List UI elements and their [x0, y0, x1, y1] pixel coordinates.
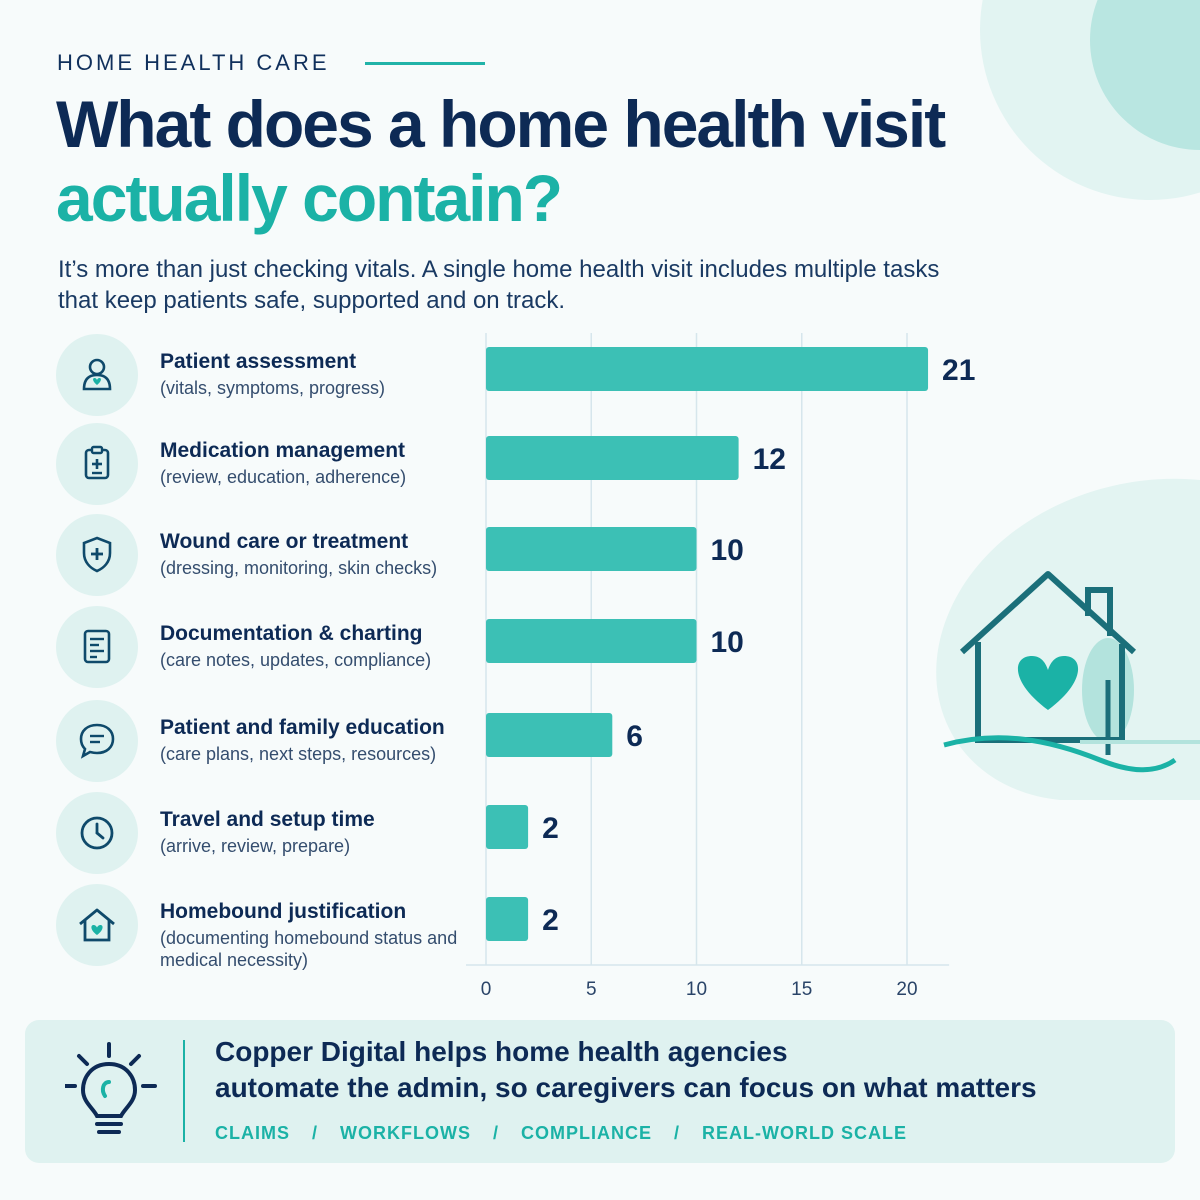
- bar-value-label: 2: [542, 812, 559, 845]
- category-label: Documentation & charting (care notes, upd…: [160, 622, 480, 671]
- tag-workflows: WORKFLOWS: [340, 1123, 471, 1143]
- x-tick-label: 20: [896, 979, 917, 1000]
- footer-divider: [183, 1040, 185, 1142]
- bar: [486, 619, 697, 663]
- house-illustration: [943, 571, 1200, 773]
- bar: [486, 436, 739, 480]
- bar-value-label: 10: [711, 626, 744, 659]
- category-title: Documentation & charting: [160, 622, 423, 645]
- house-walls: [975, 642, 1125, 743]
- footer-line1: Copper Digital helps home health agencie…: [215, 1036, 788, 1067]
- category-label: Travel and setup time (arrive, review, pr…: [160, 808, 480, 857]
- lightbulb-icon: [65, 1042, 157, 1134]
- bar-value-label: 21: [942, 354, 975, 387]
- bar: [486, 527, 697, 571]
- bar-value-label: 2: [542, 904, 559, 937]
- category-label: Patient and family education (care plans,…: [160, 716, 480, 765]
- x-tick-label: 0: [481, 979, 492, 1000]
- category-label: Wound care or treatment (dressing, monito…: [160, 530, 480, 579]
- category-title: Homebound justification: [160, 900, 407, 923]
- category-description: (arrive, review, prepare): [160, 836, 351, 856]
- category-title: Medication management: [160, 439, 406, 462]
- category-label: Medication management (review, education,…: [160, 439, 480, 488]
- footer-banner: Copper Digital helps home health agencie…: [25, 1020, 1175, 1163]
- page-title-line2: actually contain?: [56, 161, 563, 235]
- clock-icon: [56, 792, 138, 874]
- category-description: (review, education, adherence): [160, 467, 407, 487]
- tag-real-world-scale: REAL-WORLD SCALE: [702, 1123, 908, 1143]
- bar: [486, 347, 929, 391]
- footer-message: Copper Digital helps home health agencie…: [215, 1034, 1037, 1106]
- footer-line2: automate the admin, so caregivers can fo…: [215, 1072, 1037, 1103]
- home-heart-icon: [56, 884, 138, 966]
- ground-line: [943, 735, 1177, 773]
- category-title: Patient and family education: [160, 716, 445, 739]
- kicker-text: HOME HEALTH CARE: [57, 50, 330, 75]
- category-title: Wound care or treatment: [160, 530, 409, 553]
- shield-plus-icon: [56, 514, 138, 596]
- document-icon: [56, 606, 138, 688]
- bar-chart: 0 5 10 15 20 21 12 10 10 6 2 2: [466, 333, 975, 1000]
- house-roof: [959, 571, 1137, 655]
- bar-value-label: 12: [753, 443, 786, 476]
- chat-icon: [56, 700, 138, 782]
- tag-compliance: COMPLIANCE: [521, 1123, 653, 1143]
- tag-separator: /: [312, 1123, 319, 1143]
- kicker-underline: [365, 62, 485, 65]
- x-tick-label: 15: [791, 979, 812, 1000]
- category-label: Patient assessment (vitals, symptoms, pro…: [160, 350, 480, 399]
- bar-value-label: 10: [711, 534, 744, 567]
- category-label: Homebound justification (documenting home…: [160, 900, 480, 971]
- bar: [486, 805, 529, 849]
- bar: [486, 713, 613, 757]
- category-description: (care notes, updates, compliance): [160, 650, 432, 670]
- tag-separator: /: [674, 1123, 681, 1143]
- top-right-blob-inner: [1090, 0, 1200, 150]
- category-title: Travel and setup time: [160, 808, 375, 831]
- category-title: Patient assessment: [160, 350, 357, 373]
- patient-icon: [56, 334, 138, 416]
- category-description: (vitals, symptoms, progress): [160, 378, 386, 398]
- bar: [486, 897, 529, 941]
- category-description: (dressing, monitoring, skin checks): [160, 558, 438, 578]
- page-subtitle: It’s more than just checking vitals. A s…: [58, 256, 940, 314]
- footer-tags: CLAIMS / WORKFLOWS / COMPLIANCE / REAL-WORLD S…: [215, 1123, 907, 1144]
- category-description: (care plans, next steps, resources): [160, 744, 437, 764]
- x-tick-label: 5: [586, 979, 597, 1000]
- house-chimney: [1085, 587, 1113, 636]
- house-blob: [936, 478, 1200, 800]
- bar-value-label: 6: [626, 720, 643, 753]
- heart-icon: [1017, 656, 1079, 710]
- tag-claims: CLAIMS: [215, 1123, 290, 1143]
- page-title-line1: What does a home health visit: [56, 87, 946, 161]
- clipboard-icon: [56, 423, 138, 505]
- category-description: (documenting homebound status and medica…: [160, 928, 458, 970]
- x-tick-label: 10: [686, 979, 707, 1000]
- tag-separator: /: [493, 1123, 500, 1143]
